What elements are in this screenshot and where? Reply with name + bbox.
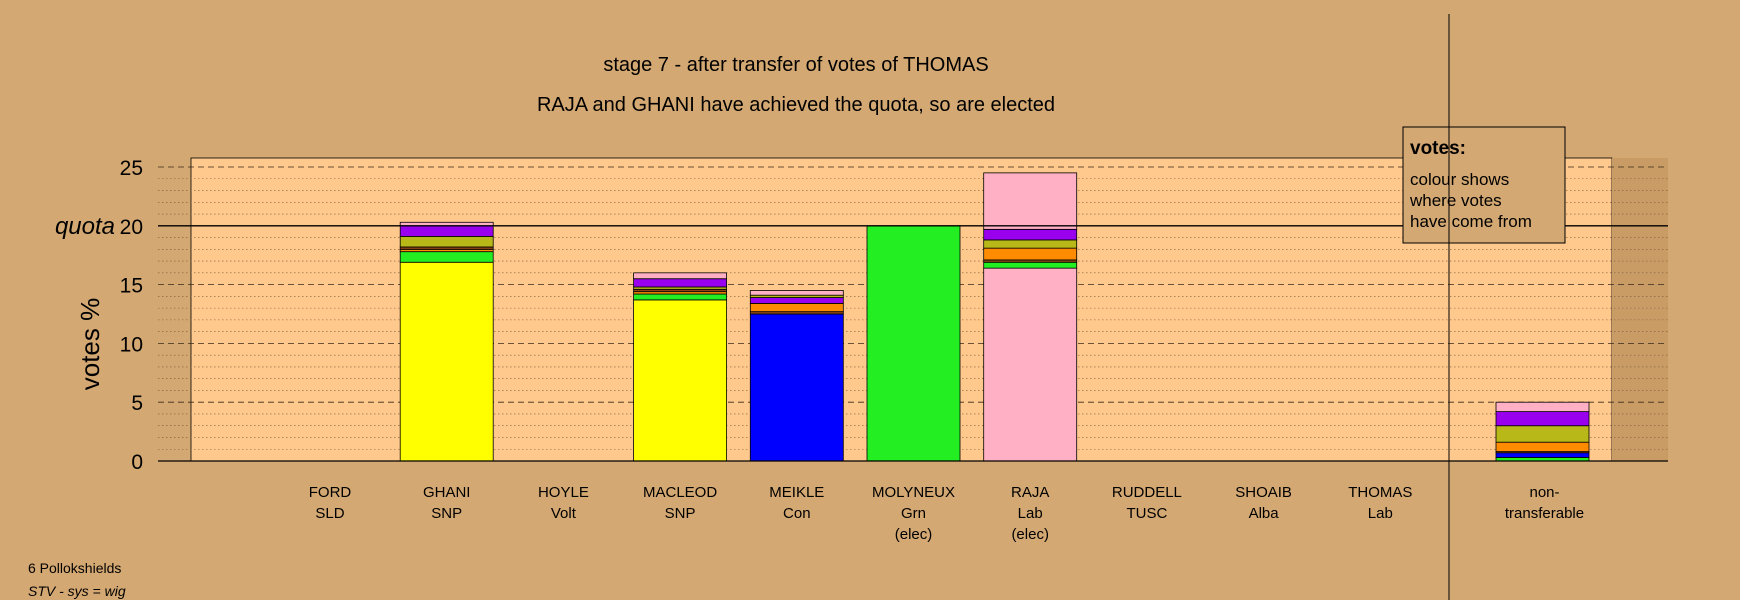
nontransferable-label: non- [1529, 484, 1559, 501]
legend-line-2: where votes [1409, 191, 1502, 210]
candidate-name-label: FORD [309, 484, 352, 501]
candidate-party-label: SNP [431, 505, 462, 522]
candidate-name-label: RUDDELL [1112, 484, 1182, 501]
bar-segment [749, 290, 844, 296]
bar-macleod [633, 272, 727, 462]
candidate-party-label: Con [783, 505, 811, 522]
candidate-name-label: SHOAIB [1235, 484, 1292, 501]
bar-ghani [399, 221, 494, 462]
bar-segment [633, 293, 727, 301]
legend-line-3: have come from [1410, 212, 1532, 231]
candidate-name-label: RAJA [1011, 484, 1049, 501]
candidate-party-label: SLD [315, 505, 344, 522]
bar-segment [399, 235, 494, 248]
y-tick-label: 5 [131, 392, 143, 415]
bar-segment [749, 303, 844, 313]
candidate-note-label: (elec) [895, 526, 933, 543]
bar-segment [1495, 425, 1590, 443]
chart-title: stage 7 - after transfer of votes of THO… [603, 54, 988, 76]
candidate-party-label: TUSC [1126, 505, 1167, 522]
candidate-party-label: Grn [901, 505, 926, 522]
y-axis-label: votes % [75, 298, 105, 391]
candidate-name-label: MOLYNEUX [872, 484, 955, 501]
bar-segment [633, 278, 727, 288]
candidate-party-label: Alba [1249, 505, 1280, 522]
plot-margin-right [1612, 158, 1668, 461]
candidate-party-label: Lab [1368, 505, 1393, 522]
candidate-name-label: HOYLE [538, 484, 589, 501]
bar-segment [983, 239, 1078, 249]
legend-title: votes: [1410, 138, 1466, 159]
bar-segment [749, 313, 844, 462]
candidate-note-label: (elec) [1011, 526, 1049, 543]
bar-meikle [749, 290, 844, 462]
candidate-name-label: THOMAS [1348, 484, 1412, 501]
bar-segment [866, 225, 961, 462]
chart-subtitle: RAJA and GHANI have achieved the quota, … [537, 94, 1055, 116]
bar-raja [983, 172, 1078, 462]
legend-box: votes: colour shows where votes have com… [1402, 126, 1566, 244]
y-tick-label: 10 [120, 333, 143, 356]
nontransferable-label: transferable [1505, 505, 1584, 522]
bar-segment [1495, 452, 1590, 458]
bar-segment [983, 267, 1078, 462]
bar-segment [633, 299, 727, 462]
bar-segment [399, 261, 494, 462]
bar-segment [1495, 441, 1590, 452]
bar-segment [633, 272, 727, 280]
bar-segment [399, 251, 494, 263]
candidate-name-label: GHANI [423, 484, 471, 501]
candidate-name-label: MACLEOD [643, 484, 717, 501]
bar-segment [983, 247, 1078, 261]
y-tick-label: 0 [131, 451, 143, 474]
candidate-party-label: Volt [551, 505, 577, 522]
quota-label: quota [55, 213, 115, 240]
footer-area: 6 Pollokshields [28, 560, 122, 576]
footer-system: STV - sys = wig [28, 583, 126, 599]
bar-segment [749, 297, 844, 304]
candidate-party-label: Lab [1018, 505, 1043, 522]
bar-segment [1495, 401, 1590, 413]
candidate-name-label: MEIKLE [769, 484, 824, 501]
candidate-party-label: SNP [665, 505, 696, 522]
bar-nontransferable [1495, 401, 1590, 462]
bar-segment [399, 225, 494, 237]
y-tick-label: 20 [120, 216, 143, 239]
bar-segment [983, 228, 1078, 241]
bar-segment [983, 261, 1078, 269]
y-tick-label: 25 [120, 157, 143, 180]
y-tick-label: 15 [120, 275, 143, 298]
bar-segment [1495, 411, 1590, 427]
bar-segment [983, 172, 1078, 230]
bar-molyneux [866, 225, 961, 462]
legend-line-1: colour shows [1410, 170, 1509, 189]
